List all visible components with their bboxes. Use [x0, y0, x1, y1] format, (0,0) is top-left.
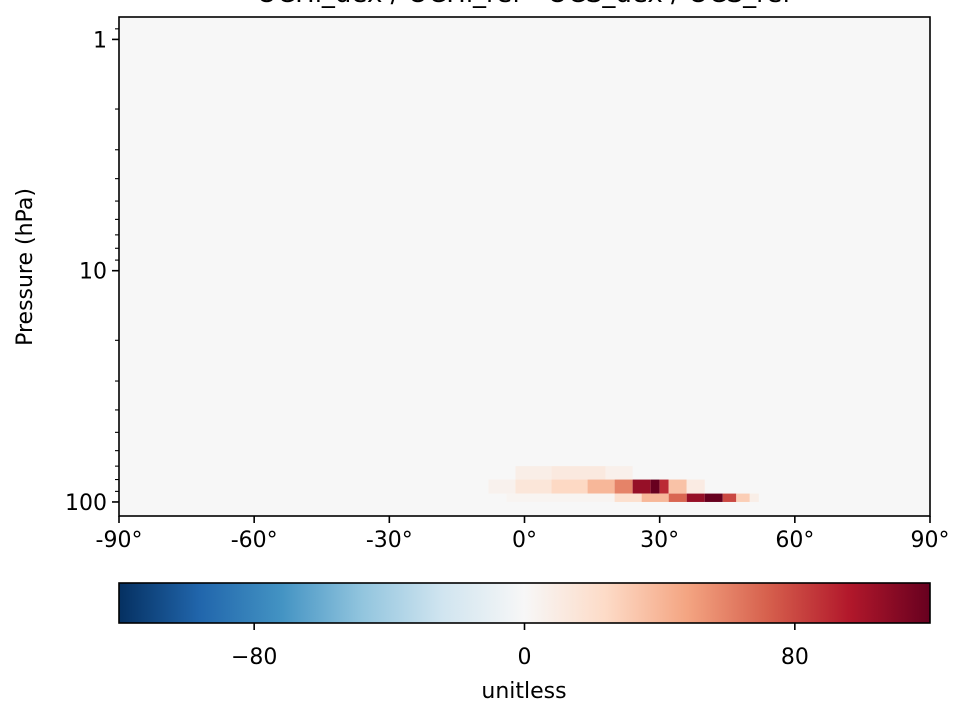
chart-title: OCHi_dex / OCHi_ref - OCS_dex / OCS_ref [257, 0, 793, 9]
heatmap-cell [605, 466, 633, 480]
x-tick-label: 90° [911, 528, 950, 553]
plot-area [118, 16, 931, 517]
y-tick-label: 10 [79, 260, 107, 285]
y-tick-label: 1 [93, 28, 107, 53]
heatmap-cell [551, 479, 588, 494]
heatmap-cell [650, 479, 660, 494]
heatmap-background [119, 17, 930, 516]
colorbar-label: unitless [481, 679, 566, 703]
heatmap-cell [515, 479, 552, 494]
colorbar-tick-label: 80 [781, 645, 809, 670]
heatmap-cells [488, 466, 759, 502]
heatmap-cell [686, 493, 705, 502]
heatmap-cell [686, 479, 705, 494]
y-axis: 1 10 100 [65, 28, 119, 516]
heatmap-cell [488, 479, 516, 494]
heatmap-cell [736, 493, 750, 502]
heatmap-cell [722, 493, 737, 502]
heatmap-cell [506, 493, 615, 502]
colorbar-tick-label: 0 [518, 645, 532, 670]
colorbar [118, 582, 931, 624]
x-tick-label: 60° [775, 528, 814, 553]
heatmap-cell [668, 493, 687, 502]
heatmap-cell [587, 479, 615, 494]
x-tick-label: 30° [640, 528, 679, 553]
heatmap-cell [749, 493, 759, 502]
heatmap-cell [614, 493, 642, 502]
colorbar-tick-label: −80 [231, 645, 277, 670]
x-tick-label: -90° [96, 528, 143, 553]
x-tick-label: -30° [366, 528, 413, 553]
x-tick-label: 0° [512, 528, 537, 553]
heatmap-cell [704, 493, 723, 502]
heatmap-cell [641, 493, 669, 502]
heatmap-cell [551, 466, 606, 480]
heatmap-cell [515, 466, 552, 480]
colorbar-ticks: −80 0 80 [231, 623, 809, 670]
x-axis: -90° -60° -30° 0° 30° 60° 90° [96, 516, 950, 553]
y-tick-label: 100 [65, 491, 107, 516]
heatmap-cell [614, 479, 633, 494]
heatmap-cell [659, 479, 669, 494]
heatmap-cell [632, 479, 651, 494]
y-axis-label: Pressure (hPa) [13, 188, 38, 346]
heatmap-cell [668, 479, 687, 494]
x-tick-label: -60° [231, 528, 278, 553]
